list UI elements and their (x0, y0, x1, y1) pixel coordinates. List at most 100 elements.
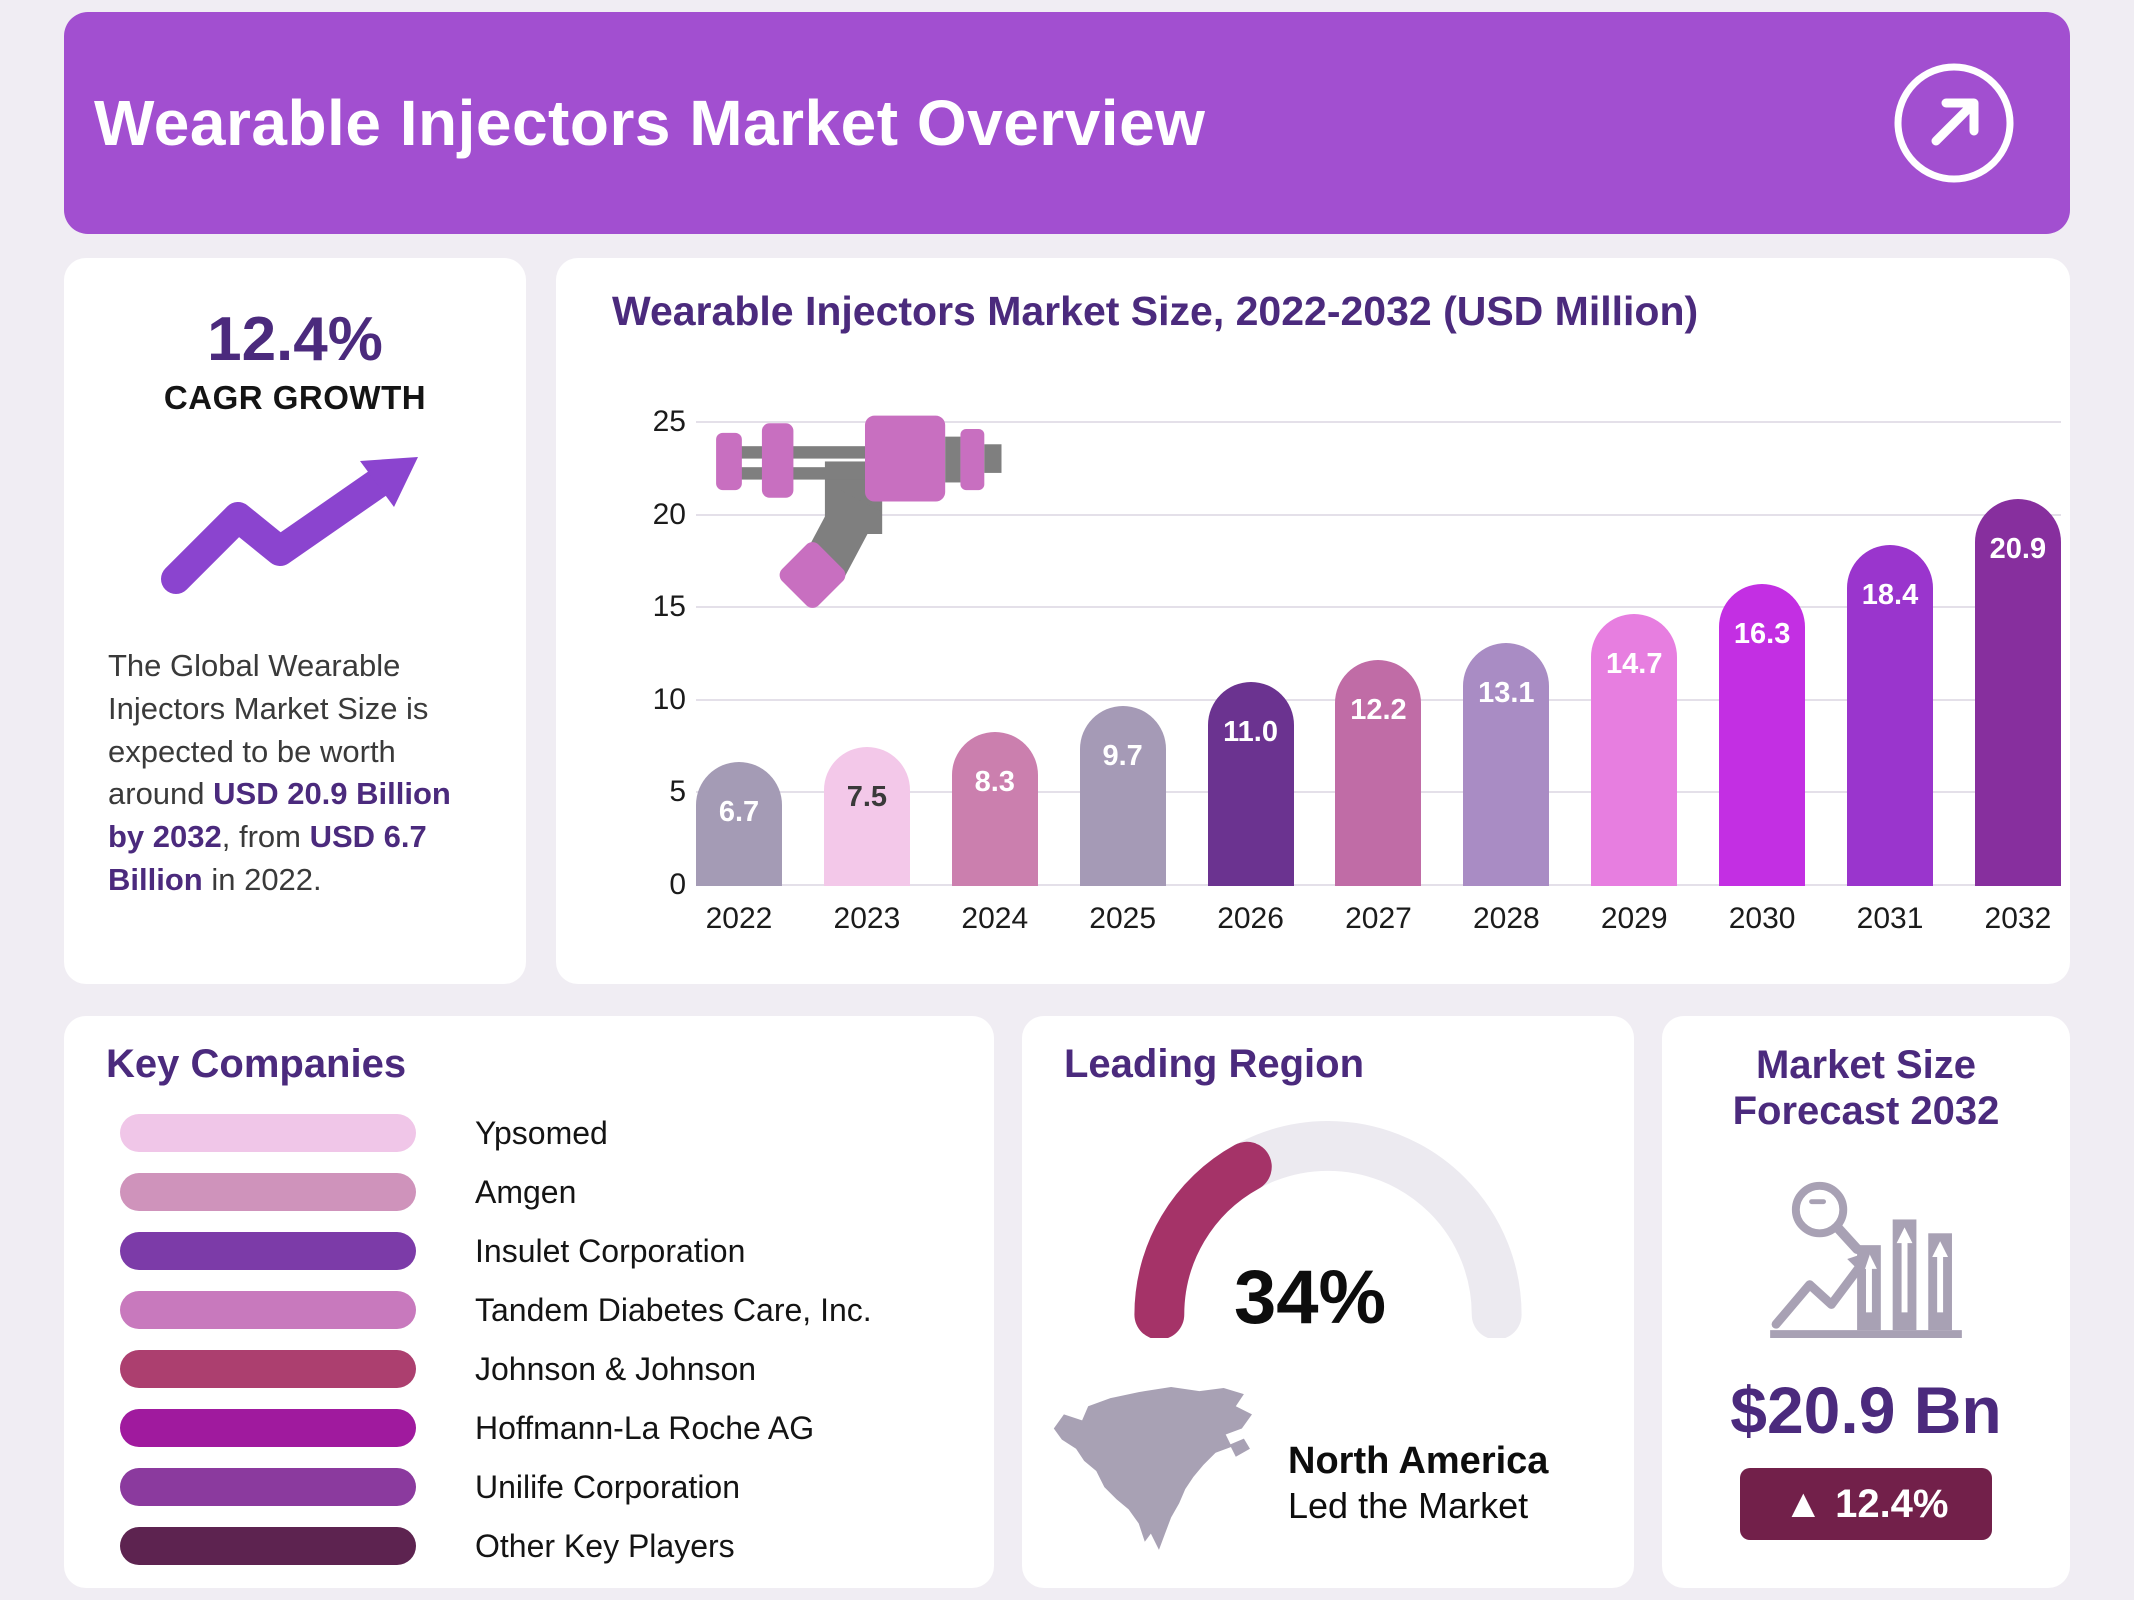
y-tick-label: 15 (652, 590, 686, 623)
x-tick-label: 2024 (961, 902, 1029, 935)
bar-column: 11.0 2026 (1207, 423, 1294, 935)
company-row: Insulet Corporation (120, 1232, 964, 1270)
x-tick-label: 2032 (1984, 902, 2052, 935)
bar-column: 16.3 2030 (1719, 423, 1806, 935)
company-color-bar (120, 1527, 416, 1565)
bar-column: 20.9 2032 (1974, 423, 2061, 935)
gridline (696, 421, 2061, 423)
company-color-bar (120, 1173, 416, 1211)
cagr-value: 12.4% (207, 305, 383, 374)
x-tick-label: 2023 (833, 902, 901, 935)
company-name: Ypsomed (475, 1114, 608, 1151)
description-text: , from (221, 819, 310, 855)
bar-2030: 16.3 (1719, 584, 1806, 886)
bar-column: 13.1 2028 (1463, 423, 1550, 935)
key-companies-list: Ypsomed Amgen Insulet Corporation Tandem Di… (120, 1114, 964, 1586)
cagr-label: CAGR GROWTH (163, 379, 427, 416)
company-row: Unilife Corporation (120, 1468, 964, 1506)
description-highlight: USD 6.7 Billion (108, 819, 427, 897)
x-tick-label: 2025 (1089, 902, 1157, 935)
y-tick-label: 25 (652, 405, 686, 438)
bar-value-label: 18.4 (1861, 579, 1919, 611)
bar-column: 12.2 2027 (1335, 423, 1422, 935)
leading-region-name: North America (1288, 1440, 1549, 1482)
gridline (696, 606, 2061, 608)
wearable-injector-illustration (700, 408, 1030, 618)
company-row: Johnson & Johnson (120, 1350, 964, 1388)
up-triangle-icon: ▲ (1783, 1481, 1824, 1526)
cagr-card: 12.4% CAGR GROWTH The Global Wearable In… (64, 258, 526, 984)
leading-region-card: Leading Region 34% North America Led the… (1022, 1016, 1634, 1588)
y-tick-label: 10 (652, 683, 686, 716)
market-size-chart-card: Wearable Injectors Market Size, 2022-203… (556, 258, 2070, 984)
bar-2029: 14.7 (1591, 614, 1678, 886)
company-color-bar (120, 1350, 416, 1388)
company-row: Other Key Players (120, 1527, 964, 1565)
market-size-forecast-card: Market Size Forecast 2032 $20.9 Bn ▲ 12.… (1662, 1016, 2070, 1588)
bar-column: 8.3 2024 (951, 423, 1038, 935)
company-name: Amgen (475, 1173, 577, 1210)
bar-value-label: 8.3 (974, 766, 1015, 798)
bar-value-label: 7.5 (846, 781, 888, 813)
x-tick-label: 2027 (1345, 902, 1412, 935)
header-banner: Wearable Injectors Market Overview (64, 12, 2070, 234)
trend-up-arrow-icon (160, 451, 430, 611)
y-tick-label: 5 (669, 775, 686, 808)
forecast-title: Market Size Forecast 2032 (1732, 1043, 2000, 1133)
leading-region-caption: Led the Market (1288, 1485, 1529, 1526)
forecast-value: $20.9 Bn (1730, 1373, 2002, 1447)
company-color-bar (120, 1468, 416, 1506)
company-row: Ypsomed (120, 1114, 964, 1152)
north-america-map (1042, 1384, 1284, 1566)
company-name: Tandem Diabetes Care, Inc. (475, 1291, 872, 1328)
bar-2026: 11.0 (1207, 682, 1294, 886)
company-color-bar (120, 1114, 416, 1152)
bar-value-label: 12.2 (1350, 694, 1407, 726)
description-text: in 2022. (202, 861, 322, 897)
bar-column: 9.7 2025 (1079, 423, 1166, 935)
description-text: The Global Wearable Injectors Market Siz… (108, 648, 429, 812)
x-tick-label: 2030 (1728, 902, 1796, 935)
key-companies-title: Key Companies (106, 1042, 407, 1086)
x-tick-label: 2031 (1856, 902, 1924, 935)
market-analysis-icon (1762, 1174, 1970, 1342)
description-highlight: USD 20.9 Billion by 2032 (108, 776, 451, 855)
company-row: Tandem Diabetes Care, Inc. (120, 1291, 964, 1329)
bar-value-label: 6.7 (718, 796, 760, 828)
bar-2025: 9.7 (1079, 706, 1166, 886)
bar-value-label: 20.9 (1989, 533, 2047, 565)
company-color-bar (120, 1232, 416, 1270)
region-share-value: 34% (1234, 1255, 1387, 1340)
y-tick-label: 0 (669, 868, 686, 901)
company-name: Other Key Players (475, 1527, 735, 1564)
chart-title: Wearable Injectors Market Size, 2022-203… (612, 288, 1699, 334)
gridline (696, 514, 2061, 516)
company-name: Unilife Corporation (475, 1468, 741, 1505)
growth-badge-value: 12.4% (1835, 1481, 1949, 1526)
arrow-up-right-icon[interactable] (1890, 59, 2018, 187)
bar-value-label: 11.0 (1223, 716, 1278, 748)
bar-2022: 6.7 (696, 762, 782, 886)
key-companies-card: Key Companies Ypsomed Amgen Insulet Corpor… (64, 1016, 994, 1588)
bar-2023: 7.5 (823, 747, 910, 886)
company-name: Insulet Corporation (475, 1232, 746, 1269)
bar-value-label: 14.7 (1606, 648, 1663, 680)
cagr-description: The Global Wearable Injectors Market Siz… (108, 645, 488, 902)
bar-column: 14.7 2029 (1591, 423, 1678, 935)
bar-chart-plot: 6.7 2022 7.5 2023 8.3 2024 9.7 2025 11.0 2026 12.2… (696, 421, 2061, 935)
bar-value-label: 9.7 (1102, 740, 1143, 772)
bar-value-label: 16.3 (1733, 618, 1791, 650)
growth-badge: ▲ 12.4% (1740, 1468, 1992, 1540)
company-color-bar (120, 1409, 416, 1447)
bar-2032: 20.9 (1974, 499, 2061, 886)
x-tick-label: 2028 (1472, 902, 1540, 935)
region-share-gauge (1098, 1088, 1558, 1340)
x-tick-label: 2022 (705, 902, 773, 935)
company-name: Johnson & Johnson (475, 1350, 757, 1387)
bar-2024: 8.3 (951, 732, 1038, 886)
bar-column: 6.7 2022 (696, 423, 782, 935)
company-name: Hoffmann-La Roche AG (475, 1409, 815, 1446)
bar-2028: 13.1 (1463, 643, 1550, 886)
x-tick-label: 2026 (1217, 902, 1284, 935)
bar-column: 7.5 2023 (823, 423, 910, 935)
